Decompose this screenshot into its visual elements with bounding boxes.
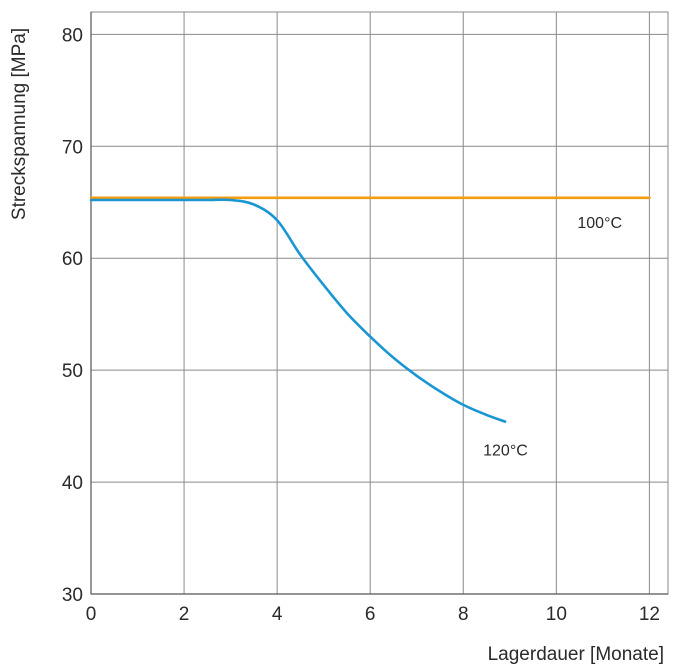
y-tick-label: 40 — [62, 473, 83, 494]
labels: 0 2 4 6 8 10 12 30 40 50 60 70 80 100°C 120°C — [62, 25, 660, 625]
y-tick-label: 70 — [62, 137, 83, 158]
series-label-1: 120°C — [483, 443, 528, 460]
x-tick-label: 2 — [179, 604, 190, 625]
y-tick-label: 80 — [62, 25, 83, 46]
plot-frame — [90, 11, 669, 595]
x-tick-label: 12 — [639, 604, 660, 625]
y-tick-label: 60 — [62, 249, 83, 270]
x-tick-label: 10 — [546, 604, 567, 625]
series-layer — [89, 196, 651, 423]
x-tick-label: 4 — [272, 604, 283, 625]
grid — [90, 11, 669, 595]
y-tick-label: 30 — [62, 585, 83, 606]
x-tick-label: 8 — [458, 604, 469, 625]
series-label-0: 100°C — [577, 215, 622, 232]
x-tick-label: 6 — [365, 604, 376, 625]
series-line-1 — [89, 198, 507, 423]
x-axis-title: Lagerdauer [Monate] — [488, 644, 664, 665]
x-tick-label: 0 — [86, 604, 97, 625]
axes — [90, 12, 668, 595]
y-axis-title: Streckspannung [MPa] — [9, 28, 30, 220]
y-tick-label: 50 — [62, 361, 83, 382]
